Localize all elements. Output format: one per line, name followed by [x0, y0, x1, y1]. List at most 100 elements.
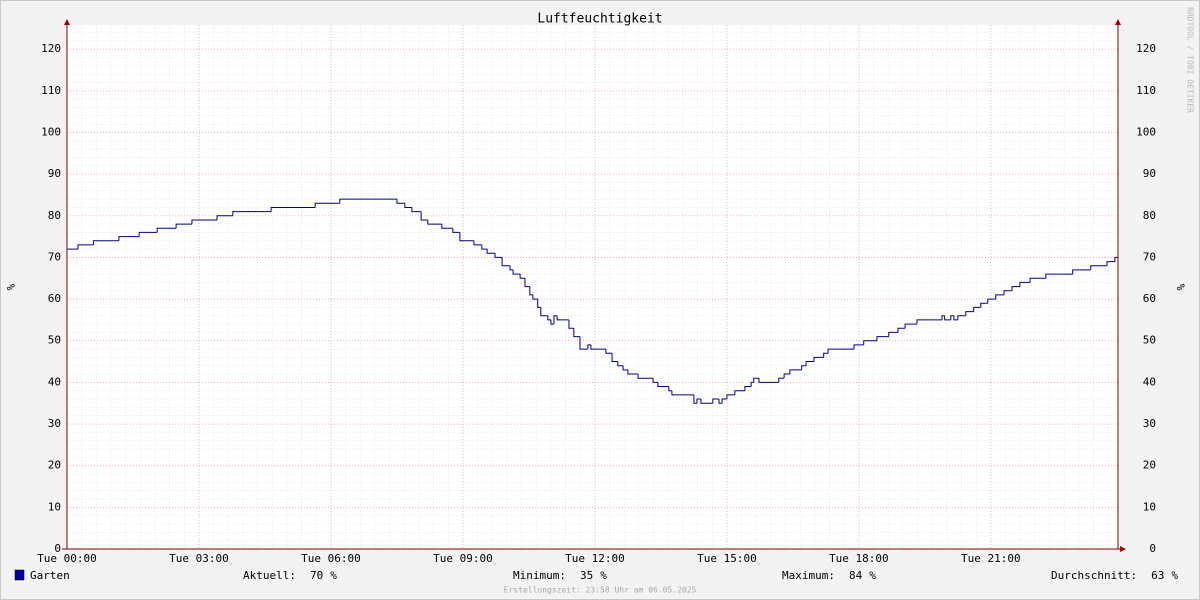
- y-tick-label: 10: [1143, 500, 1156, 513]
- line-step: [509, 265, 514, 271]
- y-tick-label: 0: [54, 542, 61, 555]
- line-step: [605, 349, 613, 354]
- y-tick-label: 50: [1143, 334, 1156, 347]
- line-step: [587, 344, 591, 350]
- line-step: [579, 336, 588, 350]
- line-step: [953, 315, 958, 321]
- line-step: [622, 365, 628, 371]
- y-tick-label: 30: [1143, 417, 1156, 430]
- y-tick-label: 120: [1136, 42, 1156, 55]
- line-step: [175, 223, 192, 229]
- line-step: [897, 327, 906, 333]
- legend-swatch: [14, 569, 25, 581]
- x-tick-label: Tue 03:00: [169, 552, 229, 565]
- line-step: [547, 315, 551, 321]
- line-step: [696, 398, 701, 404]
- line-step: [758, 378, 779, 383]
- line-step: [693, 394, 697, 404]
- y-tick-label: 0: [1149, 542, 1156, 555]
- line-step: [556, 315, 569, 321]
- stat: Maximum: 84%: [782, 569, 876, 582]
- line-step: [568, 319, 574, 329]
- stat-value: 35: [580, 569, 593, 582]
- line-step: [750, 381, 754, 387]
- line-step: [805, 361, 815, 366]
- line-step: [441, 224, 453, 229]
- line-step: [734, 390, 745, 395]
- line-step: [314, 202, 340, 208]
- legend-label: Garten: [30, 569, 70, 582]
- watermark: RRDTOOL / TOBI OETIKER: [1186, 7, 1195, 113]
- footer: Erstellungszeit: 23:58 Uhr am 06.05.2025: [504, 586, 697, 595]
- line-step: [995, 294, 1005, 300]
- x-tick-label: Tue 21:00: [961, 552, 1021, 565]
- stat-label: Maximum:: [782, 569, 835, 582]
- line-step: [721, 398, 727, 404]
- line-step: [501, 257, 511, 267]
- line-step: [138, 231, 158, 237]
- stat: Aktuell: 70%: [243, 569, 337, 582]
- y-tick-label: 110: [1136, 84, 1156, 97]
- line-step: [216, 215, 233, 220]
- line-step: [611, 353, 618, 363]
- line-step: [617, 361, 624, 367]
- x-tick-label: Tue 12:00: [565, 552, 625, 565]
- y-axis-label: %: [4, 284, 17, 291]
- line-step: [590, 344, 606, 350]
- line-step: [1003, 290, 1012, 295]
- line-step: [973, 306, 981, 312]
- line-step: [789, 369, 802, 375]
- y-tick-label: 90: [48, 167, 61, 180]
- line-step: [77, 244, 94, 250]
- y-tick-label: 50: [48, 334, 61, 347]
- line-step: [1090, 265, 1107, 270]
- line-step: [553, 315, 558, 325]
- line-step: [987, 298, 996, 304]
- line-step: [270, 206, 316, 212]
- line-step: [627, 369, 639, 375]
- stat-label: Minimum:: [513, 569, 566, 582]
- y-axis-label: %: [1174, 284, 1187, 291]
- line-step: [537, 299, 541, 308]
- stat-value: 70: [310, 569, 323, 582]
- y-tick-label: 80: [48, 209, 61, 222]
- line-step: [1106, 261, 1115, 266]
- line-step: [718, 399, 723, 404]
- y-tick-label: 40: [1143, 375, 1156, 388]
- line-step: [652, 378, 658, 383]
- y-tick-label: 60: [1143, 292, 1156, 305]
- line-step: [481, 244, 488, 250]
- line-step: [524, 278, 530, 288]
- line-step: [92, 240, 119, 245]
- y-tick-label: 100: [41, 125, 61, 138]
- x-tick-label: Tue 15:00: [697, 552, 757, 565]
- y-tick-label: 40: [48, 375, 61, 388]
- line-step: [801, 365, 807, 370]
- line-step: [473, 240, 482, 246]
- line-step: [888, 331, 899, 337]
- line-step: [118, 236, 140, 241]
- line-step: [957, 315, 966, 320]
- line-step: [827, 348, 855, 354]
- stat-label: Aktuell:: [243, 569, 296, 582]
- y-tick-label: 10: [48, 500, 61, 513]
- line-step: [459, 232, 474, 242]
- line-step: [532, 294, 538, 300]
- line-step: [339, 198, 397, 204]
- line-step: [671, 390, 694, 396]
- y-tick-label: 20: [48, 459, 61, 472]
- line-step: [156, 227, 177, 233]
- y-tick-label: 90: [1143, 167, 1156, 180]
- line-step: [726, 394, 735, 400]
- line-step: [944, 315, 951, 321]
- line-step: [876, 336, 889, 341]
- line-step: [452, 228, 460, 233]
- line-step: [540, 307, 548, 317]
- line-step: [823, 352, 829, 358]
- line-step: [863, 340, 877, 345]
- line-step: [753, 377, 760, 383]
- y-tick-label: 80: [1143, 209, 1156, 222]
- line-step: [486, 249, 496, 254]
- stat-unit: %: [1171, 569, 1178, 582]
